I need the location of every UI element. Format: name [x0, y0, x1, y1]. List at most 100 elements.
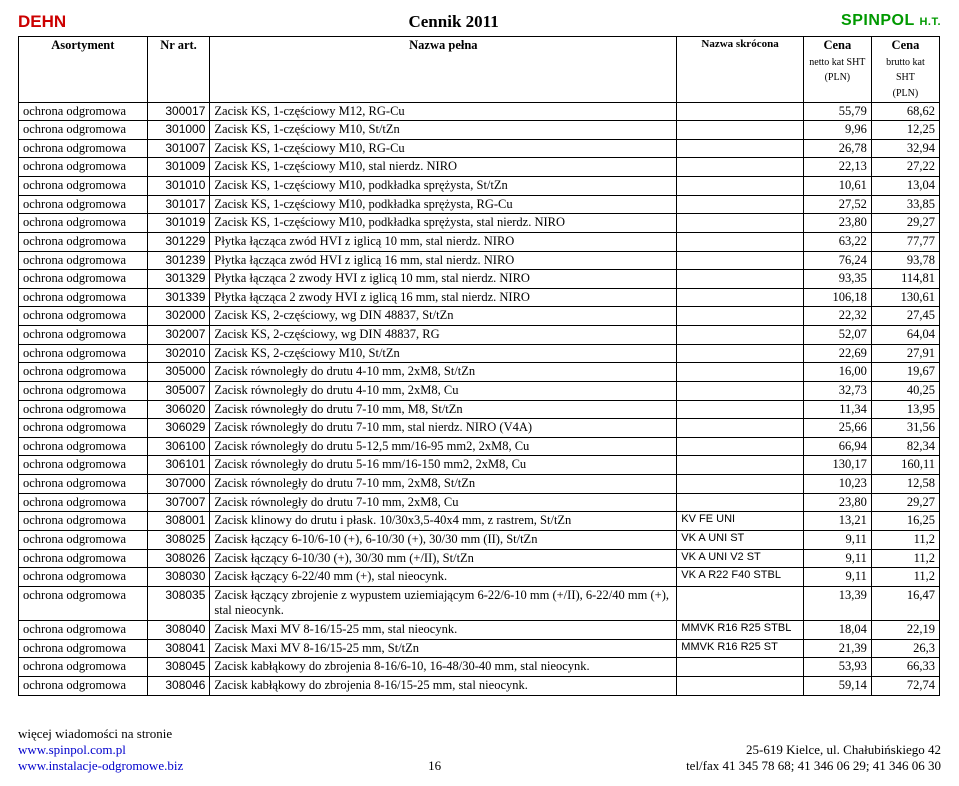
table-row: ochrona odgromowa301010Zacisk KS, 1-częś… [19, 177, 940, 196]
cell-nr: 302000 [147, 307, 210, 326]
cell-netto: 76,24 [803, 251, 871, 270]
cell-nazwa-skrocona [677, 139, 804, 158]
cell-brutto: 27,22 [871, 158, 939, 177]
cell-nr: 308026 [147, 549, 210, 568]
cell-asort: ochrona odgromowa [19, 568, 148, 587]
cell-nazwa-pelna: Zacisk równoległy do drutu 7-10 mm, 2xM8… [210, 493, 677, 512]
cell-nr: 306100 [147, 437, 210, 456]
col-nazwa-pelna: Nazwa pełna [210, 37, 677, 103]
table-row: ochrona odgromowa302000Zacisk KS, 2-częś… [19, 307, 940, 326]
cell-nazwa-pelna: Zacisk Maxi MV 8-16/15-25 mm, stal nieoc… [210, 621, 677, 640]
cell-asort: ochrona odgromowa [19, 621, 148, 640]
cell-nazwa-pelna: Zacisk KS, 2-częściowy, wg DIN 48837, RG [210, 326, 677, 345]
table-row: ochrona odgromowa301007Zacisk KS, 1-częś… [19, 139, 940, 158]
footer-link-instalacje[interactable]: www.instalacje-odgromowe.biz [18, 758, 183, 774]
cell-nazwa-pelna: Zacisk kabłąkowy do zbrojenia 8-16/6-10,… [210, 658, 677, 677]
cena-brutto-l1: Cena [892, 38, 920, 52]
cell-brutto: 16,47 [871, 586, 939, 620]
cell-brutto: 11,2 [871, 530, 939, 549]
cell-nazwa-pelna: Zacisk KS, 1-częściowy M10, podkładka sp… [210, 214, 677, 233]
cell-nazwa-skrocona [677, 214, 804, 233]
cell-netto: 11,34 [803, 400, 871, 419]
cell-asort: ochrona odgromowa [19, 232, 148, 251]
cell-netto: 55,79 [803, 102, 871, 121]
cell-nr: 301329 [147, 270, 210, 289]
cell-brutto: 29,27 [871, 214, 939, 233]
cell-nr: 308025 [147, 530, 210, 549]
brand-spinpol: SPINPOL H.T. [841, 12, 941, 30]
table-row: ochrona odgromowa308040Zacisk Maxi MV 8-… [19, 621, 940, 640]
cell-asort: ochrona odgromowa [19, 549, 148, 568]
cell-nr: 301339 [147, 288, 210, 307]
cell-nr: 301007 [147, 139, 210, 158]
cell-nazwa-pelna: Płytka łącząca zwód HVI z iglicą 10 mm, … [210, 232, 677, 251]
cell-asort: ochrona odgromowa [19, 195, 148, 214]
cell-asort: ochrona odgromowa [19, 456, 148, 475]
cell-asort: ochrona odgromowa [19, 512, 148, 531]
table-row: ochrona odgromowa301019Zacisk KS, 1-częś… [19, 214, 940, 233]
cell-nr: 308045 [147, 658, 210, 677]
cell-netto: 23,80 [803, 214, 871, 233]
table-row: ochrona odgromowa302010Zacisk KS, 2-częś… [19, 344, 940, 363]
cell-nazwa-skrocona [677, 586, 804, 620]
cell-netto: 23,80 [803, 493, 871, 512]
cell-asort: ochrona odgromowa [19, 586, 148, 620]
brand-dehn: DEHN [18, 12, 66, 32]
cell-nazwa-pelna: Zacisk łączący 6-10/30 (+), 30/30 mm (+/… [210, 549, 677, 568]
cell-nr: 306101 [147, 456, 210, 475]
cell-brutto: 11,2 [871, 549, 939, 568]
cell-nazwa-skrocona [677, 270, 804, 289]
cell-nr: 306020 [147, 400, 210, 419]
cell-nazwa-skrocona [677, 475, 804, 494]
cell-brutto: 77,77 [871, 232, 939, 251]
cell-asort: ochrona odgromowa [19, 307, 148, 326]
cell-nazwa-pelna: Zacisk łączący zbrojenie z wypustem uzie… [210, 586, 677, 620]
cell-nazwa-skrocona [677, 102, 804, 121]
table-row: ochrona odgromowa301229Płytka łącząca zw… [19, 232, 940, 251]
cell-asort: ochrona odgromowa [19, 475, 148, 494]
cell-netto: 10,23 [803, 475, 871, 494]
cell-netto: 9,11 [803, 530, 871, 549]
cell-nr: 307000 [147, 475, 210, 494]
cell-netto: 9,11 [803, 549, 871, 568]
cell-nazwa-pelna: Zacisk kabłąkowy do zbrojenia 8-16/15-25… [210, 676, 677, 695]
col-nazwa-skrocona: Nazwa skrócona [677, 37, 804, 103]
cell-nazwa-pelna: Zacisk KS, 1-częściowy M10, podkładka sp… [210, 177, 677, 196]
cell-nazwa-skrocona [677, 493, 804, 512]
cell-netto: 106,18 [803, 288, 871, 307]
cell-nazwa-skrocona: VK A UNI V2 ST [677, 549, 804, 568]
cell-nazwa-skrocona [677, 307, 804, 326]
cell-brutto: 13,04 [871, 177, 939, 196]
cell-nr: 301019 [147, 214, 210, 233]
cell-brutto: 160,11 [871, 456, 939, 475]
cell-brutto: 29,27 [871, 493, 939, 512]
cell-asort: ochrona odgromowa [19, 363, 148, 382]
cell-brutto: 114,81 [871, 270, 939, 289]
table-row: ochrona odgromowa300017Zacisk KS, 1-częś… [19, 102, 940, 121]
table-row: ochrona odgromowa307000Zacisk równoległy… [19, 475, 940, 494]
col-asortyment: Asortyment [19, 37, 148, 103]
footer-more-info: więcej wiadomości na stronie [18, 726, 183, 742]
cell-netto: 9,96 [803, 121, 871, 140]
cell-nazwa-pelna: Zacisk równoległy do drutu 4-10 mm, 2xM8… [210, 363, 677, 382]
cell-nr: 301239 [147, 251, 210, 270]
footer-link-spinpol[interactable]: www.spinpol.com.pl [18, 742, 183, 758]
cell-nazwa-pelna: Zacisk łączący 6-10/6-10 (+), 6-10/30 (+… [210, 530, 677, 549]
cell-netto: 21,39 [803, 639, 871, 658]
cell-netto: 32,73 [803, 381, 871, 400]
cell-nazwa-skrocona: MMVK R16 R25 STBL [677, 621, 804, 640]
cell-nazwa-pelna: Zacisk KS, 1-częściowy M10, podkładka sp… [210, 195, 677, 214]
cell-netto: 130,17 [803, 456, 871, 475]
cell-nazwa-skrocona [677, 344, 804, 363]
cell-asort: ochrona odgromowa [19, 400, 148, 419]
cell-nazwa-pelna: Zacisk KS, 2-częściowy M10, St/tZn [210, 344, 677, 363]
cell-brutto: 72,74 [871, 676, 939, 695]
cell-nazwa-skrocona [677, 251, 804, 270]
table-row: ochrona odgromowa306020Zacisk równoległy… [19, 400, 940, 419]
footer-phone: tel/fax 41 345 78 68; 41 346 06 29; 41 3… [686, 758, 941, 774]
cell-netto: 13,39 [803, 586, 871, 620]
cell-asort: ochrona odgromowa [19, 214, 148, 233]
cell-brutto: 19,67 [871, 363, 939, 382]
cell-nazwa-skrocona [677, 676, 804, 695]
table-row: ochrona odgromowa308001Zacisk klinowy do… [19, 512, 940, 531]
